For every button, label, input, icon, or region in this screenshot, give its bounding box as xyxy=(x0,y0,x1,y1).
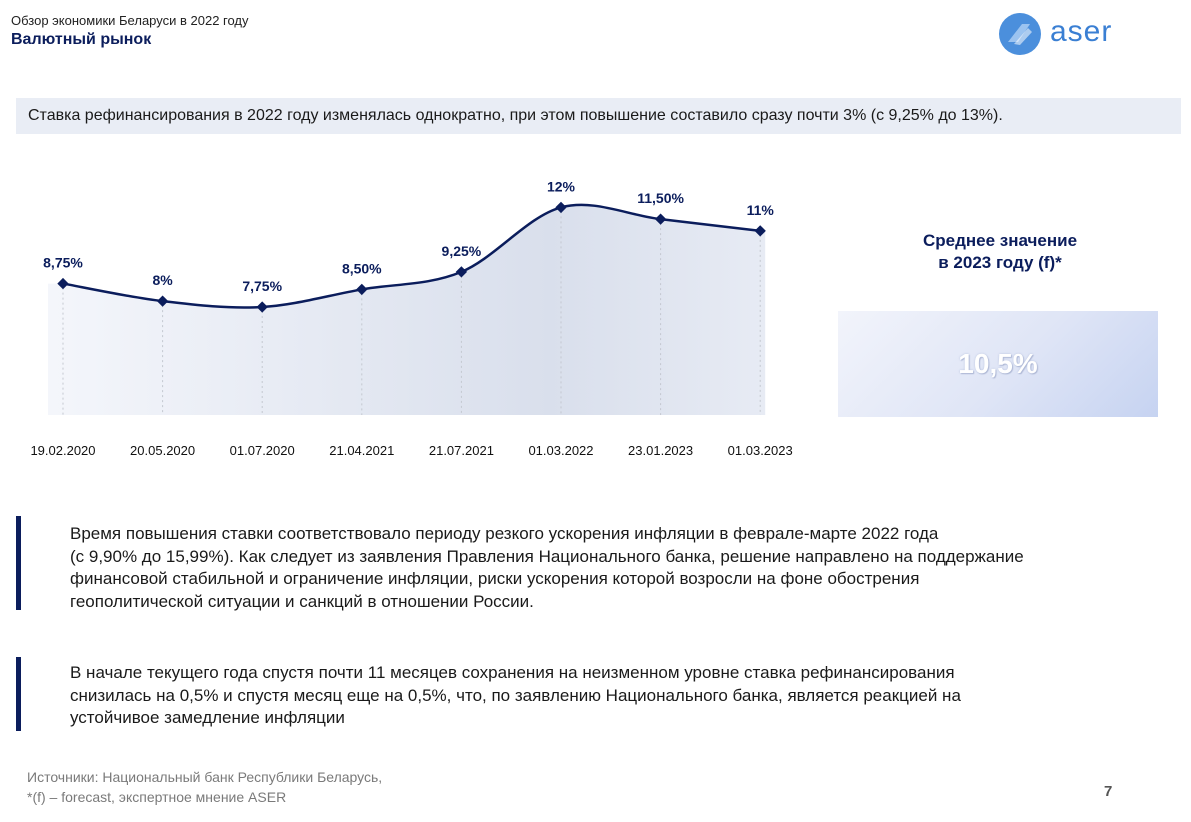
x-tick-label: 20.05.2020 xyxy=(130,443,195,458)
data-point-marker xyxy=(156,295,169,307)
average-caption: Среднее значение в 2023 году (f)* xyxy=(880,230,1120,274)
chart-x-axis-labels: 19.02.2020 20.05.2020 01.07.2020 21.04.2021… xyxy=(30,443,792,458)
paragraph-line: В начале текущего года спустя почти 11 м… xyxy=(70,663,955,682)
refinancing-rate-chart: 8,75% 8% 7,75% 8,50% 9,25% 12% 11,50% 11% 19.02… xyxy=(30,178,792,458)
paragraph-line: геополитической ситуации и санкций в отн… xyxy=(70,591,534,611)
summary-banner-text: Ставка рефинансирования в 2022 году изме… xyxy=(28,107,1003,124)
data-value-label: 9,25% xyxy=(442,243,482,259)
x-tick-label: 21.07.2021 xyxy=(429,443,494,458)
data-value-label: 8,50% xyxy=(342,260,382,276)
data-value-label: 11,50% xyxy=(637,190,684,206)
chart-area-fill xyxy=(48,204,766,415)
aser-logo: aser xyxy=(998,13,1128,55)
x-tick-label: 01.07.2020 xyxy=(230,443,295,458)
data-value-label: 7,75% xyxy=(242,278,282,294)
data-point-marker xyxy=(57,277,69,290)
average-value-box: 10,5% xyxy=(838,311,1158,417)
paragraph-rate-decrease: В начале текущего года спустя почти 11 м… xyxy=(70,662,1160,730)
x-tick-label: 01.03.2023 xyxy=(728,443,793,458)
paragraph-line: Время повышения ставки соответствовало п… xyxy=(70,524,939,543)
average-value: 10,5% xyxy=(958,348,1038,379)
average-caption-line2: в 2023 году (f)* xyxy=(938,253,1062,272)
data-point-marker xyxy=(256,301,268,313)
chart-drop-lines xyxy=(62,211,761,415)
paragraph-line: снизилась на 0,5% и спустя месяц еще на … xyxy=(70,685,961,705)
sources-footer: Источники: Национальный банк Республики … xyxy=(27,767,382,807)
paragraph-accent-bar xyxy=(16,657,21,731)
logo-text: aser xyxy=(1050,15,1113,48)
data-value-label: 12% xyxy=(547,178,576,194)
paragraph-rate-increase: Время повышения ставки соответствовало п… xyxy=(70,523,1160,613)
average-caption-line1: Среднее значение xyxy=(922,231,1078,250)
x-tick-label: 23.01.2023 xyxy=(628,443,693,458)
chart-value-labels: 8,75% 8% 7,75% 8,50% 9,25% 12% 11,50% 11% xyxy=(43,178,774,294)
data-value-label: 8,75% xyxy=(43,255,83,271)
data-value-label: 8% xyxy=(152,272,173,288)
aser-logo-icon xyxy=(999,13,1041,55)
data-value-label: 11% xyxy=(747,202,775,218)
paragraph-line: (с 9,90% до 15,99%). Как следует из заяв… xyxy=(70,546,1024,566)
paragraph-accent-bar xyxy=(16,516,21,610)
chart-series-line xyxy=(62,203,761,309)
sources-line: Источники: Национальный банк Республики … xyxy=(27,769,383,785)
page-number: 7 xyxy=(1104,783,1113,800)
page-title: Валютный рынок xyxy=(11,31,152,48)
summary-banner: Ставка рефинансирования в 2022 году изме… xyxy=(16,98,1181,134)
paragraph-line: финансовой стабильной и ограничение инфл… xyxy=(70,569,920,588)
x-tick-label: 19.02.2020 xyxy=(30,443,95,458)
data-point-marker xyxy=(754,225,766,237)
x-tick-label: 01.03.2022 xyxy=(528,443,593,458)
paragraph-line: устойчивое замедление инфляции xyxy=(70,708,345,727)
forecast-note: *(f) – forecast, экспертное мнение ASER xyxy=(27,789,287,805)
report-subtitle: Обзор экономики Беларуси в 2022 году xyxy=(11,13,249,28)
x-tick-label: 21.04.2021 xyxy=(329,443,394,458)
data-point-marker xyxy=(356,283,368,296)
